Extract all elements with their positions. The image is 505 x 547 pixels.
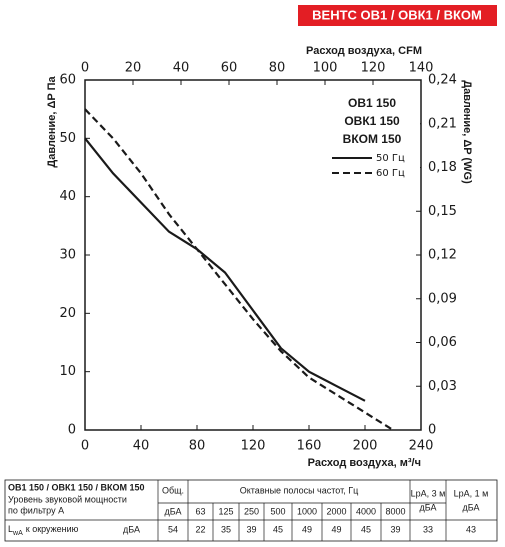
legend-title: ОВ1 150 xyxy=(348,96,396,110)
table: ОВ1 150 / ОВК1 150 / ВКОМ 150 Уровень зв… xyxy=(4,479,498,542)
x-tick-label: 200 xyxy=(353,439,378,454)
x-label: Расход воздуха, м³/ч xyxy=(308,457,421,469)
table-value: 54 xyxy=(168,524,178,534)
y2-tick-label: 0,15 xyxy=(428,204,457,219)
y2-tick-label: 0,06 xyxy=(428,335,457,350)
legend-label: 60 Гц xyxy=(376,168,405,179)
header-box xyxy=(298,5,497,26)
y-tick-label: 50 xyxy=(59,131,76,146)
legend-box xyxy=(324,94,420,184)
y-tick-label: 40 xyxy=(59,189,76,204)
col-lpa3: дБА xyxy=(420,502,437,512)
y2-tick-label: 0,03 xyxy=(428,379,457,394)
col-total-unit: дБА xyxy=(165,506,182,516)
header-title: ВЕНТС ОВ1 / ОВК1 / ВКОМ xyxy=(312,7,482,22)
x2-tick-label: 0 xyxy=(81,61,89,76)
legend-title: ВКОМ 150 xyxy=(343,132,402,146)
series-line xyxy=(84,137,366,402)
y-label: Давление, ΔP Па xyxy=(46,75,58,167)
table-desc: по фильтру А xyxy=(8,505,64,515)
x2-tick-label: 20 xyxy=(125,61,142,76)
x-tick-label: 80 xyxy=(189,439,206,454)
freq-label: 4000 xyxy=(356,506,376,516)
x2-tick-label: 40 xyxy=(173,61,190,76)
x2-tick-label: 140 xyxy=(409,61,434,76)
y2-tick-label: 0,09 xyxy=(428,291,457,306)
y-tick-label: 30 xyxy=(59,248,76,263)
legend-title: ОВК1 150 xyxy=(344,114,400,128)
table-value: 45 xyxy=(361,524,371,534)
table-value: 45 xyxy=(273,524,283,534)
table-cells: 63 125 250 500 1000 2000 4000 8000 54 22 35 39 45 49 4… xyxy=(168,503,476,541)
x-tick-label: 240 xyxy=(409,439,434,454)
table-value: 39 xyxy=(246,524,256,534)
table-value: 43 xyxy=(466,524,476,534)
col-total: Общ. xyxy=(162,485,184,495)
y2-tick-label: 0,21 xyxy=(428,116,457,131)
table-value: 35 xyxy=(221,524,231,534)
x2-tick-label: 80 xyxy=(269,61,286,76)
col-lpa3: LpA, 3 м xyxy=(411,488,446,498)
table-value: 39 xyxy=(390,524,400,534)
x-tick-label: 160 xyxy=(297,439,322,454)
col-octave: Октавные полосы частот, Гц xyxy=(240,485,358,495)
freq-label: 1000 xyxy=(297,506,317,516)
x2-label: Расход воздуха, CFM xyxy=(306,45,422,57)
col-lpa1: LpA, 1 м xyxy=(454,488,489,498)
freq-label: 63 xyxy=(195,506,205,516)
x-tick-label: 0 xyxy=(81,439,89,454)
table-value: 49 xyxy=(331,524,341,534)
freq-label: 2000 xyxy=(326,506,346,516)
table-value: 22 xyxy=(195,524,205,534)
table-value: 33 xyxy=(423,524,433,534)
freq-label: 125 xyxy=(218,506,233,516)
y2-tick-label: 0,24 xyxy=(428,73,457,88)
y-tick-label: 60 xyxy=(59,73,76,88)
series-line xyxy=(84,108,394,431)
y2-tick-label: 0 xyxy=(428,423,436,438)
y2-tick-label: 0,18 xyxy=(428,160,457,175)
row-label: LwA к окружению xyxy=(8,524,79,536)
x2-tick-label: 60 xyxy=(221,61,238,76)
row-unit: дБА xyxy=(123,524,140,534)
y-tick-label: 0 xyxy=(68,423,76,438)
table-desc: Уровень звуковой мощности xyxy=(8,494,127,504)
table-frame xyxy=(4,479,498,542)
legend: ОВ1 150 ОВК1 150 ВКОМ 150 50 Гц 60 Гц xyxy=(324,94,420,184)
freq-label: 500 xyxy=(270,506,285,516)
y-tick-label: 10 xyxy=(59,364,76,379)
legend-label: 50 Гц xyxy=(376,153,405,164)
freq-label: 8000 xyxy=(385,506,405,516)
x-tick-label: 120 xyxy=(241,439,266,454)
freq-label: 250 xyxy=(244,506,259,516)
col-lpa1: дБА xyxy=(463,502,480,512)
x2-tick-label: 120 xyxy=(361,61,386,76)
y2-label: Давление, ΔP (WG) xyxy=(461,80,473,184)
y-tick-label: 20 xyxy=(59,306,76,321)
x-tick-label: 40 xyxy=(133,439,150,454)
x2-tick-label: 100 xyxy=(313,61,338,76)
table-title: ОВ1 150 / ОВК1 150 / ВКОМ 150 xyxy=(8,482,145,492)
y2-tick-label: 0,12 xyxy=(428,248,457,263)
table-value: 49 xyxy=(302,524,312,534)
